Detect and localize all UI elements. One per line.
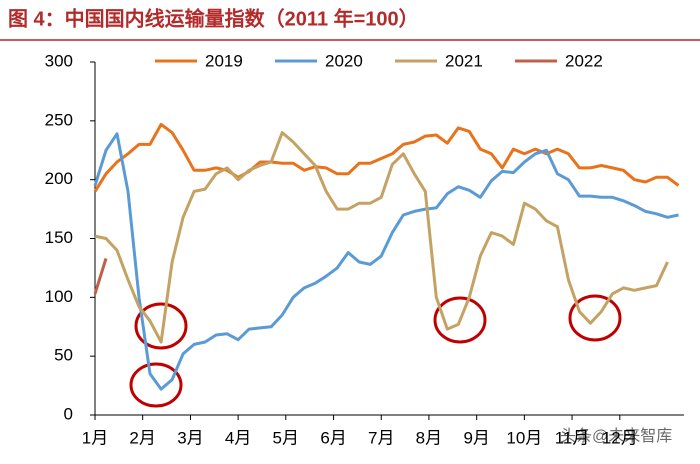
legend-label: 2022	[565, 51, 603, 70]
highlight-circles	[129, 294, 622, 408]
highlight-circle	[568, 294, 622, 342]
x-tick-label: 4月	[225, 428, 251, 447]
x-tick-label: 5月	[273, 428, 299, 447]
x-tick-label: 1月	[82, 428, 108, 447]
y-tick-label: 300	[45, 51, 73, 70]
chart-title: 图 4：中国国内线运输量指数（2011 年=100）	[8, 6, 419, 30]
y-tick-label: 100	[45, 287, 73, 306]
y-tick-label: 50	[54, 346, 73, 365]
series-line	[93, 132, 679, 391]
highlight-circle	[129, 362, 183, 408]
series-line	[93, 122, 680, 193]
series-line	[94, 131, 669, 344]
y-tick-label: 250	[45, 110, 73, 129]
x-tick-label: 12月	[602, 428, 638, 447]
highlight-circle	[134, 302, 188, 350]
y-tick-label: 150	[45, 228, 73, 247]
x-tick-label: 3月	[177, 428, 203, 447]
x-tick-label: 2月	[129, 428, 155, 447]
x-tick-label: 7月	[368, 428, 394, 447]
watermark: 头条@未来智库	[560, 427, 672, 445]
x-tick-label: 8月	[416, 428, 442, 447]
highlight-circle	[433, 296, 487, 344]
x-tick-label: 11月	[555, 428, 590, 447]
x-tick-label: 10月	[506, 428, 542, 447]
series-line	[93, 258, 108, 295]
legend-label: 2019	[205, 51, 243, 70]
y-tick-label: 200	[45, 169, 73, 188]
y-tick-label: 0	[64, 404, 73, 423]
x-tick-label: 9月	[463, 428, 489, 447]
x-tick-label: 6月	[320, 428, 346, 447]
legend-label: 2021	[445, 51, 483, 70]
legend-label: 2020	[325, 51, 363, 70]
